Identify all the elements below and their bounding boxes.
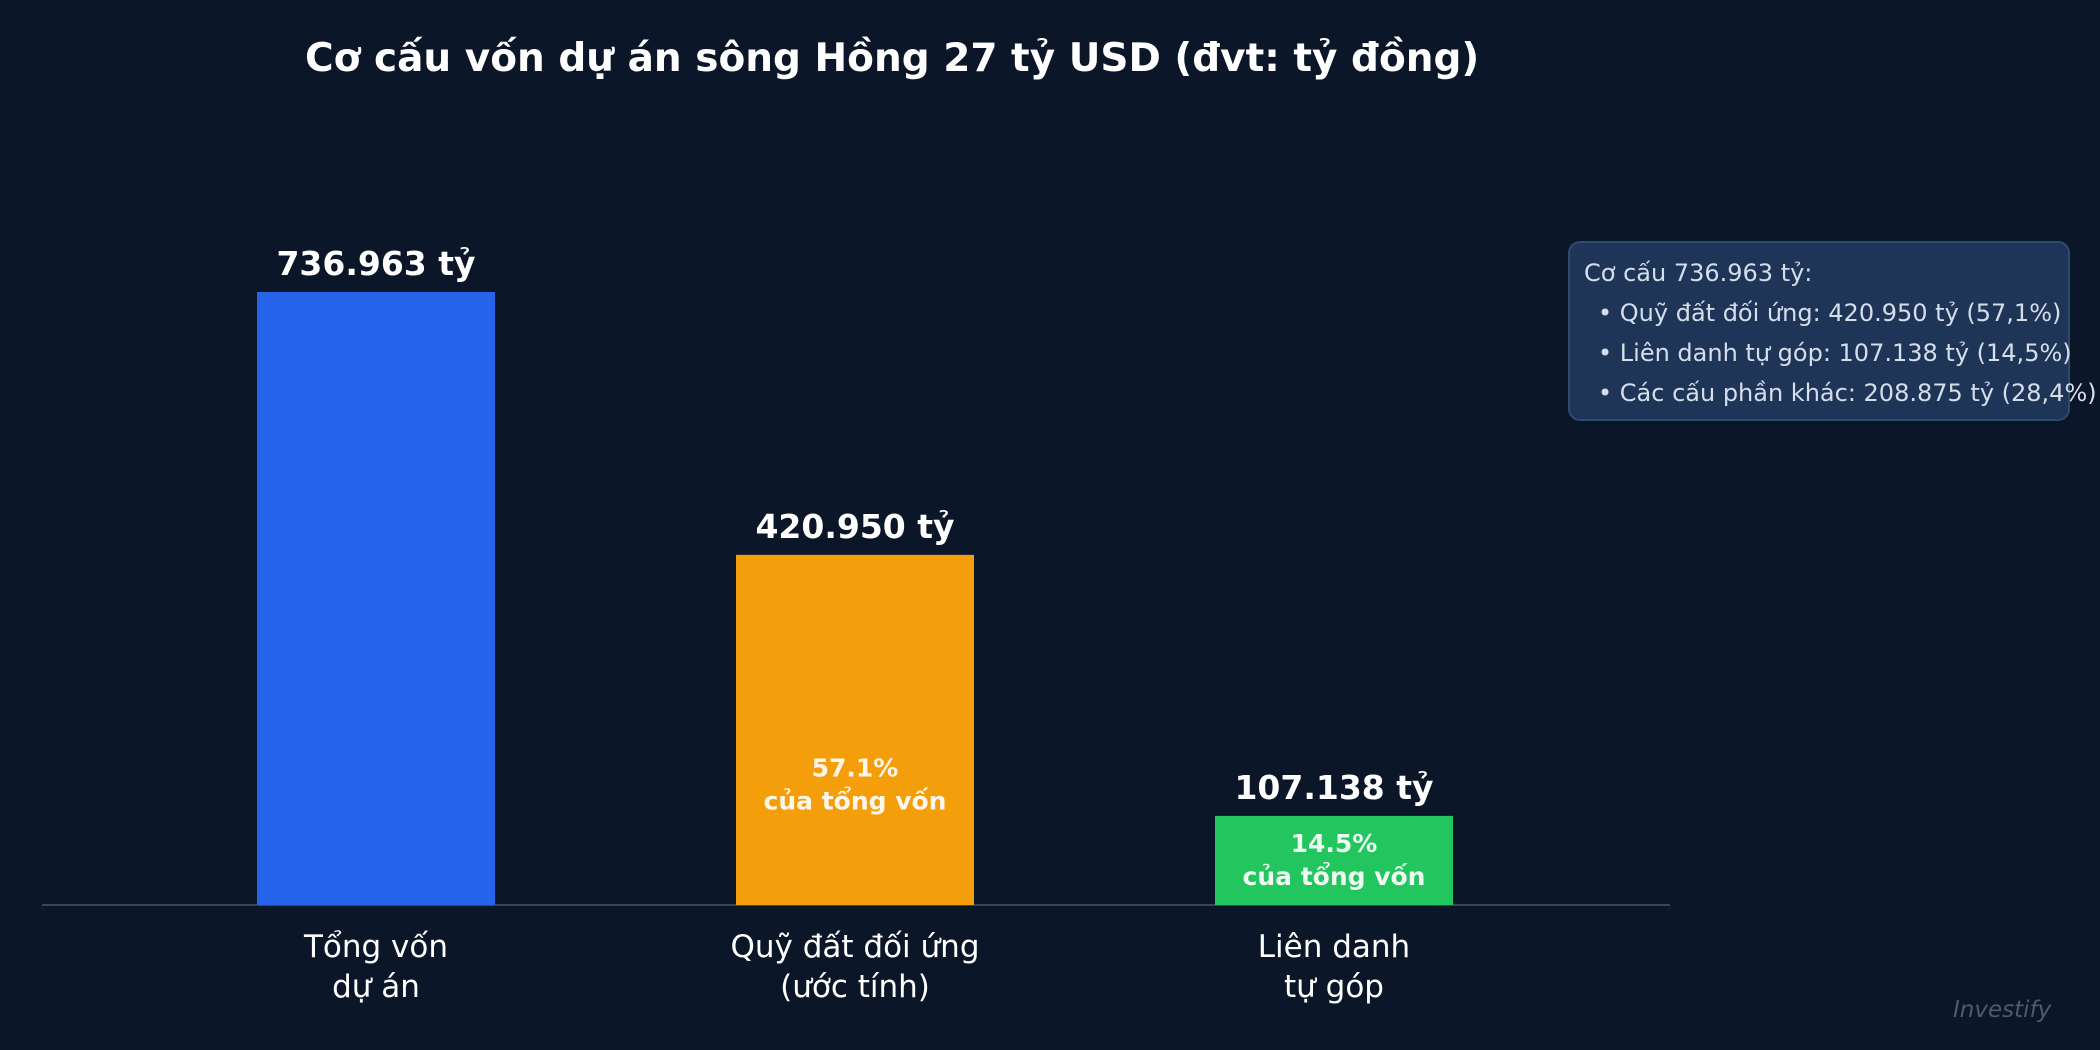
bar: [1215, 815, 1453, 905]
x-tick-label: Quỹ đất đối ứng: [730, 929, 979, 965]
capital-structure-note: Cơ cấu 736.963 tỷ: • Quỹ đất đối ứng: 42…: [1568, 241, 2097, 421]
x-tick-label: Liên danh: [1258, 929, 1410, 965]
bar-value-label: 107.138 tỷ: [1234, 768, 1433, 807]
note-item: • Quỹ đất đối ứng: 420.950 tỷ (57,1%): [1598, 299, 2062, 327]
x-tick-label: (ước tính): [780, 969, 930, 1005]
bar-value-label: 420.950 tỷ: [755, 507, 954, 546]
bar: [257, 292, 495, 905]
bar-share-label: 57.1%: [812, 753, 899, 782]
bar-share-label: của tổng vốn: [1243, 861, 1426, 891]
x-tick-label: Tổng vốn: [303, 929, 448, 965]
note-heading: Cơ cấu 736.963 tỷ:: [1584, 259, 1813, 287]
x-tick-label: dự án: [332, 969, 420, 1005]
note-item: • Liên danh tự góp: 107.138 tỷ (14,5%): [1598, 339, 2072, 367]
note-item: • Các cấu phần khác: 208.875 tỷ (28,4%): [1598, 379, 2097, 407]
watermark: Investify: [1953, 997, 2052, 1023]
bar-share-label: 14.5%: [1291, 829, 1378, 858]
bar-value-label: 736.963 tỷ: [276, 244, 475, 283]
x-tick-label: tự góp: [1284, 969, 1384, 1005]
bar: [736, 554, 974, 905]
bar-share-label: của tổng vốn: [764, 785, 947, 815]
chart-title: Cơ cấu vốn dự án sông Hồng 27 tỷ USD (đv…: [305, 36, 1480, 81]
